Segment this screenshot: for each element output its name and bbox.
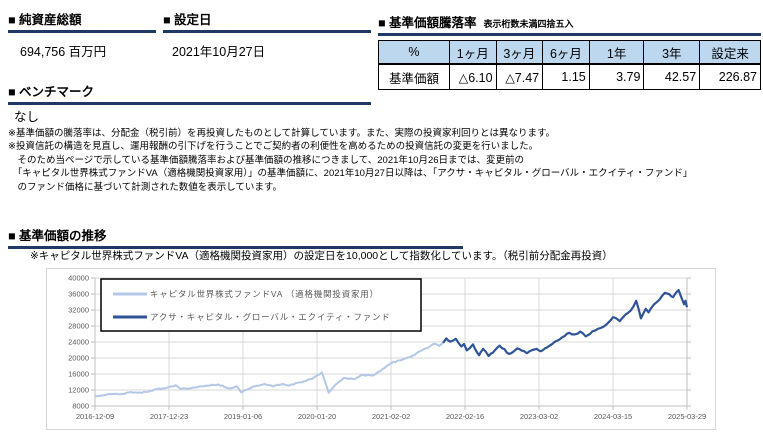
net-assets-value: 694,756 百万円 [20,45,107,59]
nav-return-1y: 3.79 [588,63,645,90]
y-axis-tick-label: 28000 [68,322,89,331]
x-axis-tick-label: 2017-12-23 [150,412,188,421]
col-header-3y: 3年 [643,40,701,65]
chart-legend: キャピタル世界株式ファンドVA （適格機関投資家用） アクサ・キャピタル・グロー… [100,278,422,332]
x-axis-tick-label: 2022-02-16 [446,412,484,421]
section-title-net-assets: ■ 純資産総額 [8,10,156,33]
nav-return-3y: 42.57 [643,63,701,90]
table-row: 基準価額 △6.10 △7.47 1.15 3.79 42.57 226.87 [378,63,761,90]
y-axis-tick-label: 24000 [68,338,89,347]
y-axis-tick-label: 12000 [68,386,89,395]
series-line-axa-fund [442,288,689,358]
col-header-since-inception: 設定来 [699,40,761,65]
x-axis-tick-label: 2019-01-06 [224,412,262,421]
nav-chart-svg: 8000 12000 16000 20000 24000 28000 32000 36000 4… [68,274,706,422]
section-title-inception-date: ■ 設定日 [163,10,371,33]
performance-title: ■ 基準価額騰落率 [378,16,477,30]
col-header-3m: 3ヶ月 [495,40,544,65]
nav-chart: 8000 12000 16000 20000 24000 28000 32000 36000 4… [46,268,716,430]
inception-date-value: 2021年10月27日 [172,45,266,59]
chart-plot: 8000 12000 16000 20000 24000 28000 32000 36000 4… [68,274,706,422]
footnote-line: そのため当ページで示している基準価額騰落率および基準価額の推移につきまして、20… [8,154,525,166]
x-axis-tick-label: 2020-01-20 [298,412,336,421]
performance-rounding-note: 表示桁数未満四捨五入 [483,19,574,29]
y-axis-tick-label: 16000 [68,370,89,379]
footnote-line: 「キャピタル世界株式ファンドVA（適格機関投資家用）」の基準価額に、2021年1… [8,168,693,180]
section-title-performance: ■ 基準価額騰落率 表示桁数未満四捨五入 [378,10,761,36]
x-axis-tick-label: 2024-03-15 [594,412,632,421]
nav-return-3m: △7.47 [495,63,544,90]
col-header-1y: 1年 [588,40,645,65]
benchmark-value: なし [14,110,40,124]
x-axis-tick-label: 2021-02-02 [372,412,410,421]
x-axis-tick-label: 2016-12-09 [76,412,114,421]
section-title-nav-history: ■ 基準価額の推移 [8,226,463,249]
y-axis-tick-label: 40000 [68,274,89,283]
x-axis-tick-label: 2023-03-02 [520,412,558,421]
col-header-1m: 1ヶ月 [448,40,497,65]
row-label-nav: 基準価額 [378,63,450,90]
legend-label-axa-fund: アクサ・キャピタル・グローバル・エクイティ・ファンド [150,312,391,322]
section-title-benchmark: ■ ベンチマーク [8,82,371,105]
x-axis-tick-label: 2025-03-29 [668,412,706,421]
chart-index-note: ※キャピタル世界株式ファンドVA（適格機関投資家用）の設定日を10,000として… [30,250,613,262]
nav-return-1m: △6.10 [448,63,497,90]
footnotes: ※基準価額の騰落率は、分配金（税引前）を再投資したものとして計算しています。また… [8,127,692,194]
y-axis-tick-label: 20000 [68,354,89,363]
y-axis-tick-label: 8000 [72,402,89,411]
performance-table-header-row: % 1ヶ月 3ヶ月 6ヶ月 1年 3年 設定来 [378,40,761,65]
y-axis-tick-label: 32000 [68,306,89,315]
footnote-line: のファンド価格に基づいて計測された数値を表示しています。 [8,181,282,193]
y-axis-tick-label: 36000 [68,290,89,299]
footnote-line: ※基準価額の騰落率は、分配金（税引前）を再投資したものとして計算しています。また… [8,128,555,139]
col-header-6m: 6ヶ月 [542,40,590,65]
performance-table: % 1ヶ月 3ヶ月 6ヶ月 1年 3年 設定来 基準価額 △6.10 △7.47… [378,40,761,90]
legend-label-capital-fund: キャピタル世界株式ファンドVA （適格機関投資家用） [150,289,379,299]
series-line-capital-fund [94,342,444,398]
nav-return-6m: 1.15 [542,63,590,90]
nav-return-since-inception: 226.87 [699,63,761,90]
footnote-line: ※投資信託の構造を見直し、運用報酬の引下げを行うことでご契約者の利便性を高めるた… [8,141,539,153]
col-header-percent: % [378,40,450,65]
legend-box [100,278,422,332]
